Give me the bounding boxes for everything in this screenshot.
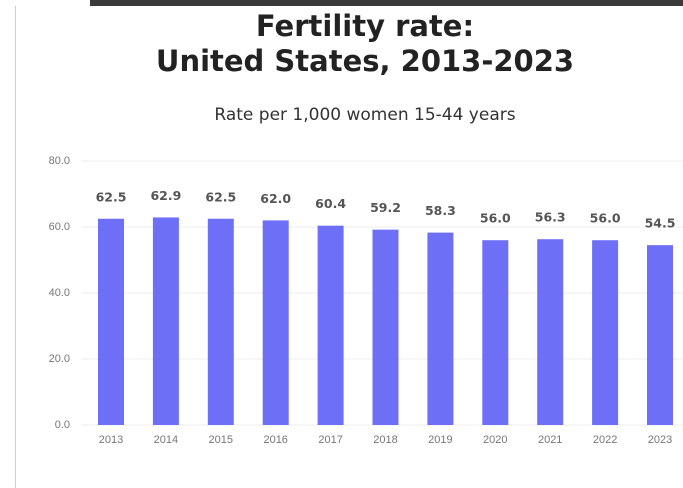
- bar: [592, 240, 619, 425]
- x-tick-label: 2022: [593, 434, 617, 446]
- chart-title: United States, 2013-2023: [156, 44, 574, 78]
- data-label: 62.5: [205, 189, 236, 204]
- data-label: 54.5: [645, 216, 676, 231]
- data-label: 56.3: [535, 210, 566, 225]
- data-label: 59.2: [370, 200, 401, 215]
- y-tick-label: 60.0: [49, 221, 70, 233]
- data-label: 62.9: [150, 188, 181, 203]
- x-tick-label: 2013: [99, 434, 123, 446]
- x-tick-label: 2023: [648, 434, 672, 446]
- x-tick-label: 2016: [263, 434, 287, 446]
- bar: [372, 229, 399, 425]
- bar: [262, 220, 289, 425]
- bar: [427, 232, 454, 425]
- bar: [152, 217, 179, 425]
- data-label: 62.0: [260, 191, 291, 206]
- y-tick-label: 80.0: [49, 155, 70, 167]
- bar: [207, 218, 234, 425]
- data-label: 60.4: [315, 196, 346, 211]
- x-tick-label: 2015: [209, 434, 233, 446]
- x-tick-label: 2018: [373, 434, 397, 446]
- x-tick-label: 2014: [154, 434, 178, 446]
- y-tick-label: 0.0: [55, 419, 70, 431]
- bar: [482, 240, 509, 425]
- photo-edge: [90, 0, 683, 6]
- bar: [647, 245, 673, 425]
- x-tick-label: 2019: [428, 434, 452, 446]
- bar: [98, 218, 124, 425]
- chart-title: Fertility rate:: [256, 9, 474, 43]
- y-tick-label: 20.0: [49, 353, 70, 365]
- x-tick-label: 2021: [538, 434, 562, 446]
- data-label: 56.0: [480, 211, 511, 226]
- x-tick-label: 2017: [318, 434, 342, 446]
- data-label: 58.3: [425, 203, 456, 218]
- y-tick-label: 40.0: [49, 287, 70, 299]
- bar: [537, 239, 564, 425]
- data-label: 62.5: [96, 189, 127, 204]
- chart-subtitle: Rate per 1,000 women 15-44 years: [214, 105, 515, 125]
- x-tick-label: 2020: [483, 434, 507, 446]
- data-label: 56.0: [590, 211, 621, 226]
- bar: [317, 225, 344, 425]
